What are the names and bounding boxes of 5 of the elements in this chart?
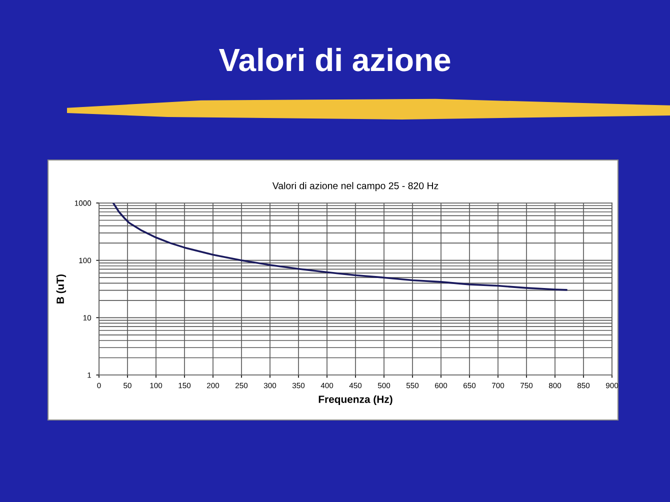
line-series xyxy=(112,203,568,291)
y-axis-title: B (uT) xyxy=(56,274,66,304)
chart-subtitle: Valori di azione nel campo 25 - 820 Hz xyxy=(272,182,438,192)
x-axis-title: Frequenza (Hz) xyxy=(318,395,392,406)
chart-title: Valori di azione xyxy=(218,48,450,72)
